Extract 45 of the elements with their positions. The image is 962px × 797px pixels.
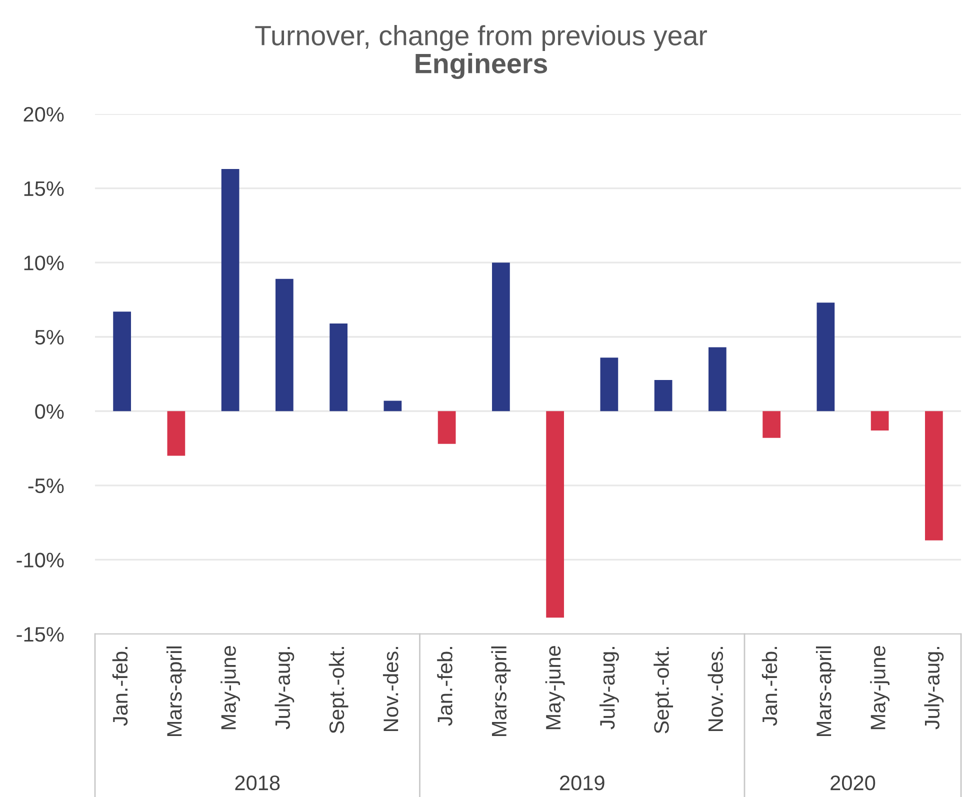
text: 2019: [560, 776, 604, 790]
y-tick-label: 15%: [24, 181, 64, 196]
bar: [870, 411, 889, 430]
x-tick-label: Jan.-feb.: [762, 647, 778, 726]
bar: [654, 380, 672, 412]
y-tick-label: 10%: [24, 256, 64, 270]
bar: [492, 262, 510, 412]
text: 2020: [830, 776, 876, 790]
bar: [276, 278, 294, 412]
bar: [438, 411, 456, 444]
bar: [221, 168, 240, 412]
x-tick-label: Nov.-des.: [708, 647, 724, 732]
x-tick-label: Nov.-des.: [382, 647, 398, 732]
x-tick-label: May-june: [870, 646, 890, 730]
bar: [816, 302, 835, 412]
x-tick-label: Mars-april: [491, 646, 511, 736]
bar: [113, 312, 131, 412]
x-tick-label: May-june: [545, 646, 565, 730]
x-tick-label: Sept.-okt.: [328, 647, 348, 734]
x-tick-label: July-aug.: [274, 647, 294, 730]
bar: [546, 411, 564, 618]
y-tick-label: 0%: [35, 404, 64, 419]
x-tick-label: Sept.-okt.: [654, 647, 674, 734]
bar: [925, 411, 943, 540]
x-tick-label: May-june: [220, 646, 240, 730]
chart-subtitle: Engineers: [416, 52, 548, 80]
y-tick-label: -10%: [16, 552, 64, 568]
y-tick-label: -15%: [16, 627, 64, 642]
chart-title: Turnover, change from previous year: [255, 25, 707, 51]
bar: [600, 358, 618, 412]
x-tick-label: Mars-april: [166, 646, 186, 736]
y-tick-label: 20%: [24, 107, 64, 122]
text: 2018: [235, 776, 280, 790]
y-tick-label: 5%: [35, 330, 64, 345]
x-tick-label: Jan.-feb.: [112, 647, 128, 726]
y-tick-label: -5%: [28, 478, 64, 494]
bar: [167, 411, 186, 456]
bar: [762, 411, 780, 438]
x-tick-label: July-aug.: [599, 647, 619, 730]
bar: [708, 347, 726, 412]
bar: [330, 323, 348, 412]
bar: [384, 400, 402, 412]
x-tick-label: Mars-april: [816, 646, 836, 736]
x-tick-label: July-aug.: [924, 647, 944, 730]
x-tick-label: Jan.-feb.: [437, 647, 452, 726]
